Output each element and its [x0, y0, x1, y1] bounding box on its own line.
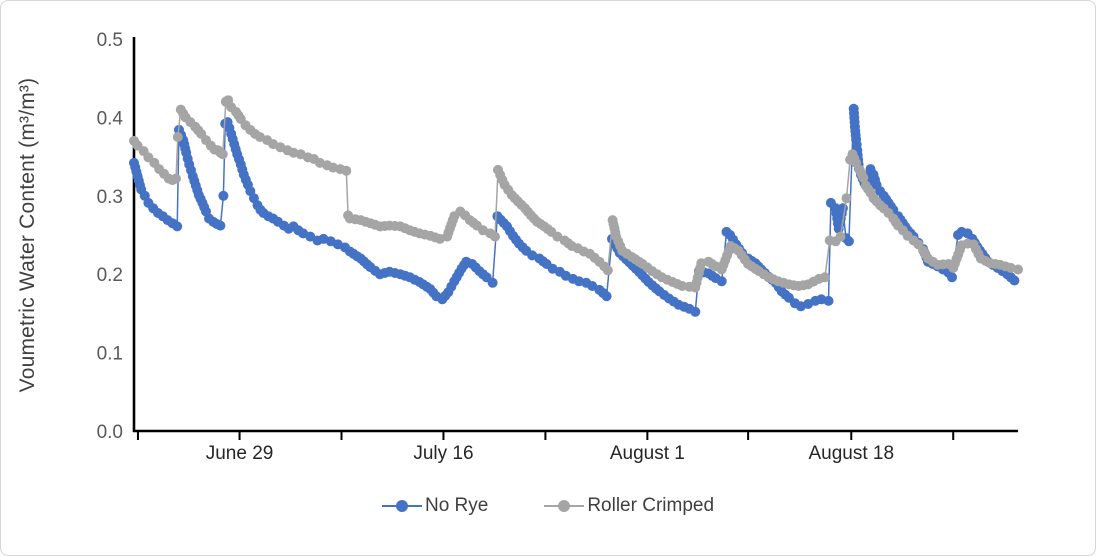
legend-item-no-rye: No Rye [381, 495, 489, 517]
no-rye-marker-icon [381, 500, 422, 512]
svg-text:0.3: 0.3 [97, 187, 123, 208]
svg-text:August 1: August 1 [610, 443, 685, 464]
legend-item-roller-crimped: Roller Crimped [544, 495, 714, 517]
svg-text:July 16: July 16 [413, 443, 473, 464]
y-axis-title: Voumetric Water Content (m³/m³) [16, 77, 39, 393]
svg-text:0.1: 0.1 [97, 344, 123, 365]
roller-crimped-marker-icon [544, 500, 585, 512]
series-roller-crimped [129, 95, 1023, 293]
svg-text:0.2: 0.2 [97, 265, 123, 286]
chart-legend: No Rye Roller Crimped [1, 495, 1095, 517]
svg-text:0.5: 0.5 [97, 30, 123, 51]
svg-text:0.4: 0.4 [97, 108, 124, 129]
svg-text:August 18: August 18 [808, 443, 894, 464]
legend-label-roller-crimped: Roller Crimped [587, 495, 715, 516]
svg-text:June 29: June 29 [206, 443, 274, 464]
legend-label-no-rye: No Rye [424, 495, 489, 516]
svg-text:0.0: 0.0 [97, 422, 123, 443]
